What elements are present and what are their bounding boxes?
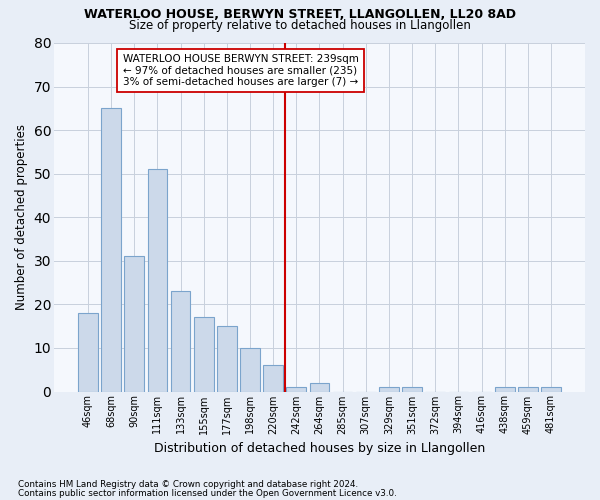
Text: Contains HM Land Registry data © Crown copyright and database right 2024.: Contains HM Land Registry data © Crown c… [18, 480, 358, 489]
Bar [402, 387, 422, 392]
Bar [101, 108, 121, 392]
Bar [541, 387, 561, 392]
Bar [78, 313, 98, 392]
Y-axis label: Number of detached properties: Number of detached properties [15, 124, 28, 310]
Bar [194, 318, 214, 392]
Text: WATERLOO HOUSE BERWYN STREET: 239sqm
← 97% of detached houses are smaller (235)
: WATERLOO HOUSE BERWYN STREET: 239sqm ← 9… [122, 54, 359, 87]
Bar [240, 348, 260, 392]
Text: Size of property relative to detached houses in Llangollen: Size of property relative to detached ho… [129, 18, 471, 32]
Bar [263, 366, 283, 392]
Bar [148, 170, 167, 392]
Bar [518, 387, 538, 392]
X-axis label: Distribution of detached houses by size in Llangollen: Distribution of detached houses by size … [154, 442, 485, 455]
Bar [124, 256, 144, 392]
Bar [379, 387, 399, 392]
Bar [310, 383, 329, 392]
Text: Contains public sector information licensed under the Open Government Licence v3: Contains public sector information licen… [18, 488, 397, 498]
Text: WATERLOO HOUSE, BERWYN STREET, LLANGOLLEN, LL20 8AD: WATERLOO HOUSE, BERWYN STREET, LLANGOLLE… [84, 8, 516, 20]
Bar [171, 292, 190, 392]
Bar [495, 387, 515, 392]
Bar [217, 326, 237, 392]
Bar [286, 387, 306, 392]
